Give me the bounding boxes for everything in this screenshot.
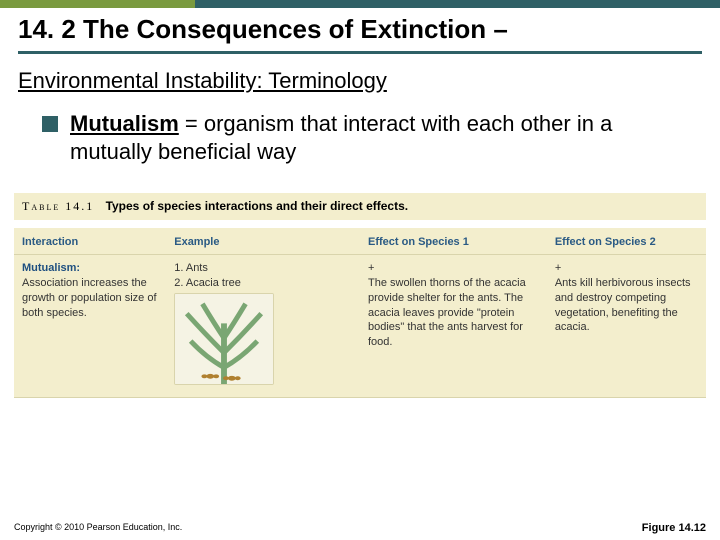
effect1-text: The swollen thorns of the acacia provide… xyxy=(368,276,539,350)
interaction-term: Mutualism: xyxy=(22,262,80,274)
bar-segment-teal xyxy=(195,0,720,8)
bullet-term: Mutualism xyxy=(70,111,179,136)
col-header-effect1: Effect on Species 1 xyxy=(360,224,547,255)
table-caption-title: Types of species interactions and their … xyxy=(106,199,409,213)
bar-segment-green xyxy=(0,0,195,8)
col-header-example: Example xyxy=(166,224,360,255)
copyright-text: Copyright © 2010 Pearson Education, Inc. xyxy=(14,522,182,534)
table-figure: Table 14.1 Types of species interactions… xyxy=(14,193,706,398)
slide-footer: Copyright © 2010 Pearson Education, Inc.… xyxy=(14,522,706,534)
title-divider xyxy=(18,51,702,54)
bullet-text: Mutualism = organism that interact with … xyxy=(70,110,678,165)
table-number: Table 14.1 xyxy=(22,199,94,213)
top-accent-bar xyxy=(0,0,720,8)
example-line-2: 2. Acacia tree xyxy=(174,276,352,291)
effect2-text: Ants kill herbivorous insects and destro… xyxy=(555,276,698,335)
subheading: Environmental Instability: Terminology xyxy=(0,64,720,108)
interactions-table: Interaction Example Effect on Species 1 … xyxy=(14,220,706,398)
cell-effect2: + Ants kill herbivorous insects and dest… xyxy=(547,255,706,398)
col-header-effect2: Effect on Species 2 xyxy=(547,224,706,255)
effect1-sign: + xyxy=(368,261,539,276)
bullet-item: Mutualism = organism that interact with … xyxy=(0,108,720,185)
cell-effect1: + The swollen thorns of the acacia provi… xyxy=(360,255,547,398)
cell-example: 1. Ants 2. Acacia tree xyxy=(166,255,360,398)
effect2-sign: + xyxy=(555,261,698,276)
example-line-1: 1. Ants xyxy=(174,261,352,276)
bullet-marker-icon xyxy=(42,116,58,132)
interaction-desc: Association increases the growth or popu… xyxy=(22,277,157,319)
slide-title: 14. 2 The Consequences of Extinction – xyxy=(0,8,720,47)
col-header-interaction: Interaction xyxy=(14,224,166,255)
cell-interaction: Mutualism: Association increases the gro… xyxy=(14,255,166,398)
example-illustration xyxy=(174,293,274,385)
table-row: Mutualism: Association increases the gro… xyxy=(14,255,706,398)
acacia-ants-icon xyxy=(175,294,273,384)
table-caption: Table 14.1 Types of species interactions… xyxy=(14,193,706,220)
table-header-row: Interaction Example Effect on Species 1 … xyxy=(14,224,706,255)
figure-label: Figure 14.12 xyxy=(642,522,706,534)
